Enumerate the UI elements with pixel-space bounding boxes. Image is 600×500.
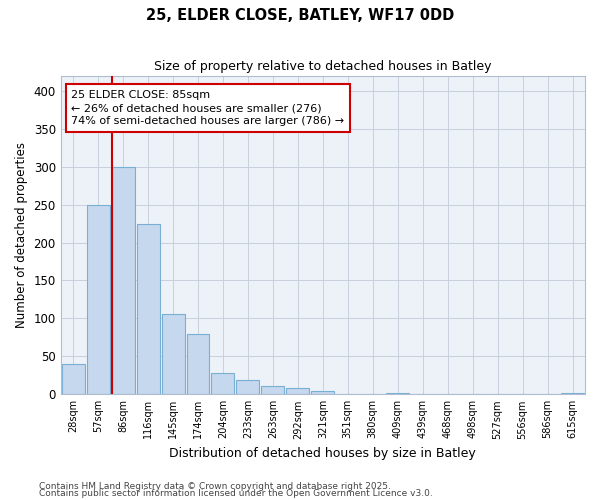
Bar <box>262 386 284 394</box>
Bar <box>211 373 235 394</box>
Bar <box>236 380 259 394</box>
Bar <box>161 314 185 394</box>
Text: 25, ELDER CLOSE, BATLEY, WF17 0DD: 25, ELDER CLOSE, BATLEY, WF17 0DD <box>146 8 454 22</box>
Bar <box>561 393 584 394</box>
Text: 25 ELDER CLOSE: 85sqm
← 26% of detached houses are smaller (276)
74% of semi-det: 25 ELDER CLOSE: 85sqm ← 26% of detached … <box>71 90 344 126</box>
Title: Size of property relative to detached houses in Batley: Size of property relative to detached ho… <box>154 60 491 73</box>
Text: Contains HM Land Registry data © Crown copyright and database right 2025.: Contains HM Land Registry data © Crown c… <box>39 482 391 491</box>
Y-axis label: Number of detached properties: Number of detached properties <box>15 142 28 328</box>
Text: Contains public sector information licensed under the Open Government Licence v3: Contains public sector information licen… <box>39 489 433 498</box>
X-axis label: Distribution of detached houses by size in Batley: Distribution of detached houses by size … <box>169 447 476 460</box>
Bar <box>137 224 160 394</box>
Bar <box>311 390 334 394</box>
Bar <box>386 393 409 394</box>
Bar <box>112 166 134 394</box>
Bar <box>187 334 209 394</box>
Bar <box>62 364 85 394</box>
Bar <box>86 204 110 394</box>
Bar <box>286 388 310 394</box>
